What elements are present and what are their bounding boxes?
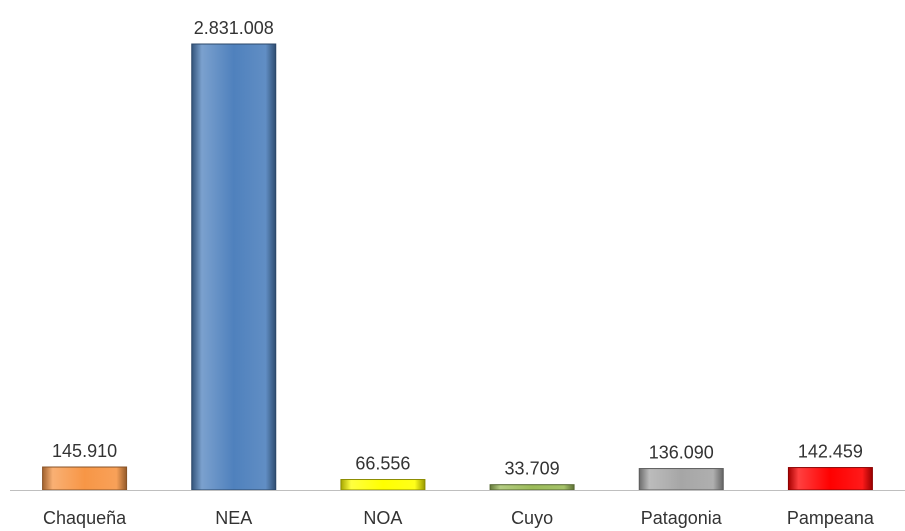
- bar-nea: [191, 43, 277, 491]
- bar-patagonia: [638, 468, 724, 491]
- value-label: 33.709: [505, 459, 560, 479]
- labels-group: 145.910 Chaqueña 2.831.008 NEA 66.556 NOA 33.7…: [43, 18, 875, 528]
- bars-group: [42, 43, 873, 491]
- value-label: 66.556: [355, 454, 410, 474]
- value-label: 142.459: [798, 442, 863, 462]
- bar-cuyo: [489, 484, 575, 491]
- bar-pampeana: [787, 467, 873, 491]
- bar-chaque-a: [42, 466, 128, 491]
- category-label: NEA: [215, 508, 252, 528]
- category-label: Chaqueña: [43, 508, 127, 528]
- category-label: NOA: [363, 508, 402, 528]
- value-label: 145.910: [52, 441, 117, 461]
- bar-noa: [340, 479, 426, 491]
- category-label: Patagonia: [641, 508, 723, 528]
- category-label: Cuyo: [511, 508, 553, 528]
- category-label: Pampeana: [787, 508, 875, 528]
- value-label: 136.090: [649, 443, 714, 463]
- value-label: 2.831.008: [194, 18, 274, 38]
